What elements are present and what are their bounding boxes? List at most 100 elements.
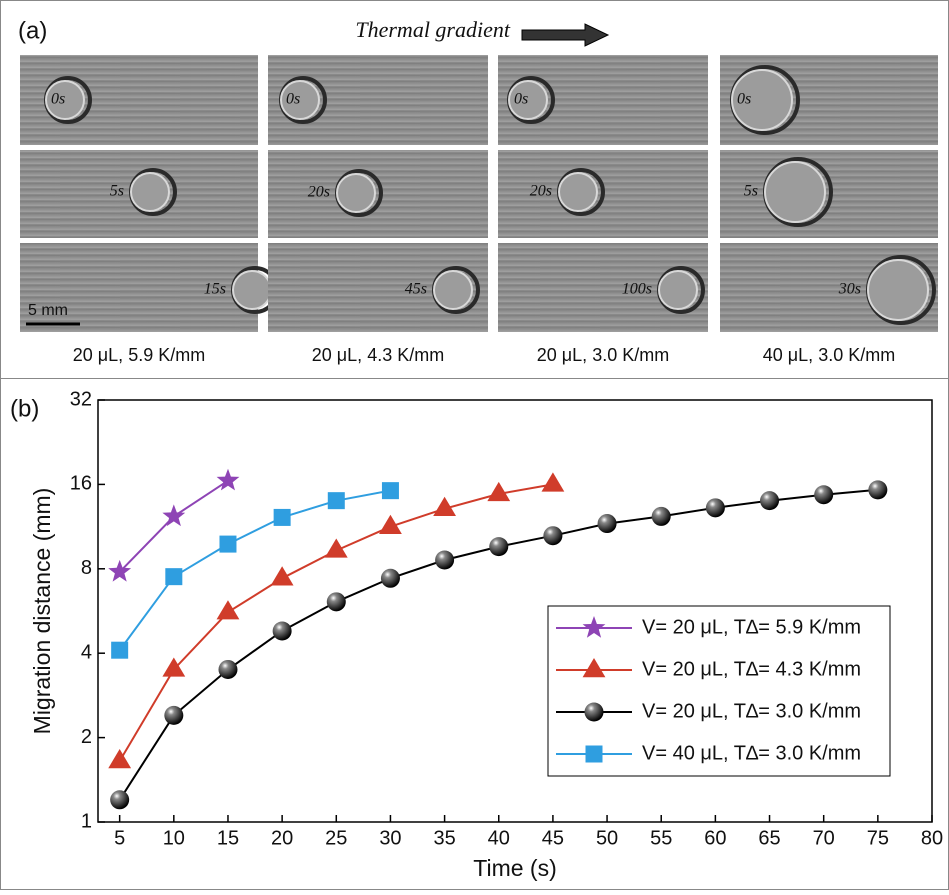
ball-marker [489,537,509,557]
frame-time: 30s [838,281,861,298]
panel-label: (b) [10,395,39,422]
x-tick-label: 20 [271,827,293,849]
ball-marker [760,491,780,511]
x-tick-label: 70 [813,827,835,849]
droplet-body [558,172,598,212]
droplet-body [232,270,272,310]
legend-label: V= 20 μL, T∆= 3.0 K/mm [642,700,861,722]
droplet-body [280,80,320,120]
legend-label: V= 40 μL, T∆= 3.0 K/mm [642,742,861,764]
column-caption: 40 μL, 3.0 K/mm [763,345,895,365]
droplet-body [336,173,376,213]
star-marker [582,616,606,638]
frame-time: 100s [622,281,652,298]
y-tick-label: 32 [70,388,92,410]
droplet [557,168,605,216]
column-caption: 20 μL, 3.0 K/mm [537,345,669,365]
photo-frame [268,150,488,238]
droplet-body [658,270,698,310]
series-line [118,489,391,651]
frame-time: 0s [286,91,300,108]
ball-marker [326,592,346,612]
legend-label: V= 20 μL, T∆= 4.3 K/mm [642,658,861,680]
droplet [507,76,555,124]
square-marker [111,641,129,659]
ball-marker [868,480,888,500]
droplet [730,65,800,135]
x-tick-label: 30 [379,827,401,849]
series-line [118,479,229,573]
ball-marker [814,485,834,505]
triangle-marker [108,749,132,769]
triangle-marker [270,566,294,586]
square-marker [165,568,183,586]
droplet-body [433,270,473,310]
star-marker [108,559,132,582]
ball-marker [597,514,617,534]
triangle-marker [379,514,402,534]
droplet [432,266,480,314]
triangle-marker [433,496,456,516]
triangle-marker [541,472,565,492]
x-tick-label: 60 [704,827,726,849]
frame-time: 0s [737,91,751,108]
ball-marker [218,659,238,679]
square-marker [273,508,291,526]
ball-marker [651,506,671,526]
y-tick-label: 4 [81,641,92,663]
y-tick-label: 2 [81,726,92,748]
droplet-body [867,259,929,321]
y-tick-label: 8 [81,557,92,579]
droplet-body [130,172,170,212]
x-tick-label: 50 [596,827,618,849]
y-tick-label: 16 [70,473,92,495]
frame-time: 20s [308,184,330,201]
ball-marker [584,702,604,722]
ball-marker [110,790,130,810]
frame-time: 45s [405,281,427,298]
x-tick-label: 10 [163,827,185,849]
droplet-body [508,80,548,120]
x-axis-label: Time (s) [473,855,556,881]
frame-time: 0s [514,91,528,108]
column-caption: 20 μL, 4.3 K/mm [312,345,444,365]
ball-marker [705,498,725,518]
frame-time: 15s [204,281,226,298]
legend-box [547,605,891,777]
ball-marker [164,705,184,725]
legend-label: V= 20 μL, T∆= 5.9 K/mm [642,616,861,638]
x-tick-label: 5 [114,827,125,849]
ball-marker [435,550,455,570]
x-tick-label: 15 [217,827,239,849]
triangle-marker [487,481,511,502]
droplet [279,76,327,124]
series-line [118,483,554,762]
square-marker [381,482,399,500]
star-marker [216,468,240,491]
x-tick-label: 35 [433,827,455,849]
square-marker [327,492,345,510]
droplet-body [731,69,793,131]
x-tick-label: 25 [325,827,347,849]
frame-time: 5s [110,183,124,200]
photo-frame [20,243,258,332]
column-caption: 20 μL, 5.9 K/mm [73,345,205,365]
triangle-marker [162,657,186,677]
droplet [866,255,936,325]
x-tick-label: 80 [921,827,943,849]
x-tick-label: 55 [650,827,672,849]
x-tick-label: 40 [488,827,510,849]
triangle-marker [216,600,240,620]
droplet [129,168,177,216]
frame-time: 0s [51,91,65,108]
gradient-title: Thermal gradient [355,17,511,42]
panel-label: (a) [18,17,47,44]
ball-marker [380,568,400,588]
frame-time: 20s [530,183,552,200]
frame-time: 5s [744,183,758,200]
x-tick-label: 45 [542,827,564,849]
triangle-marker [582,658,606,678]
scale-bar-label: 5 mm [28,302,68,319]
